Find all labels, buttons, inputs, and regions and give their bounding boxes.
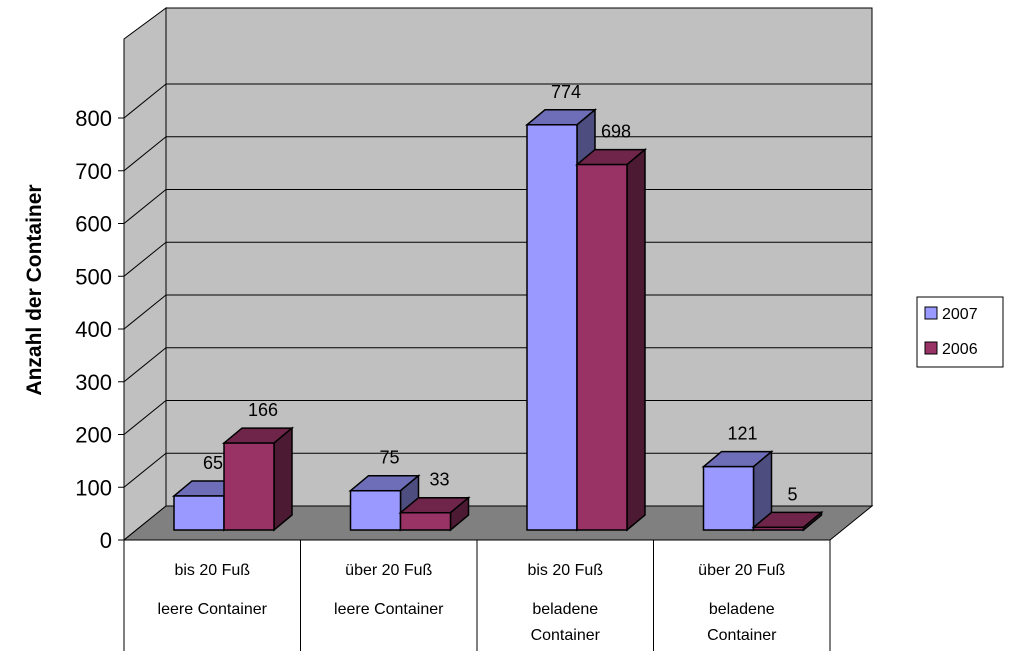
bar-front xyxy=(173,495,225,531)
gridline-side xyxy=(123,83,167,119)
bars xyxy=(171,108,824,532)
x-category-label: über 20 Fuß xyxy=(698,562,785,579)
x-category-label: leere Container xyxy=(334,601,444,618)
data-label: 166 xyxy=(248,400,278,420)
bar-front xyxy=(399,511,452,531)
gridline-side xyxy=(123,136,167,172)
gridline-side xyxy=(123,189,167,224)
y-tick-label: 600 xyxy=(75,212,112,237)
legend: 2007 2006 xyxy=(916,296,1004,368)
x-category-label: leere Container xyxy=(158,601,268,618)
bar-2007-3 xyxy=(701,450,774,532)
x-category-label: über 20 Fuß xyxy=(345,562,432,579)
bar-2006-0 xyxy=(221,426,295,532)
y-axis: 0 100 200 300 400 500 600 700 800 xyxy=(75,106,125,553)
x-axis-table: bis 20 Fuß leere Container über 20 Fuß leer… xyxy=(123,539,831,651)
legend-swatch-2006 xyxy=(924,341,938,355)
gridline-side xyxy=(123,294,167,330)
bar-front xyxy=(349,489,402,531)
bar-front xyxy=(752,526,805,531)
gridline-side xyxy=(123,452,167,488)
y-tick-label: 200 xyxy=(75,423,112,448)
legend-label-2007: 2007 xyxy=(942,306,978,323)
bar-front xyxy=(576,163,628,531)
bar-front xyxy=(223,442,275,531)
y-tick-label: 800 xyxy=(75,106,112,131)
data-label: 33 xyxy=(429,470,449,490)
y-tick-label: 400 xyxy=(75,317,112,342)
x-category-label: beladene xyxy=(532,601,598,618)
data-label: 121 xyxy=(727,424,757,444)
y-tick-label: 500 xyxy=(75,264,112,289)
bar-side xyxy=(273,426,293,532)
x-category-label: bis 20 Fuß xyxy=(527,562,603,579)
bar-front xyxy=(526,124,578,531)
data-label: 75 xyxy=(379,448,399,468)
bar-2006-3 xyxy=(751,510,824,532)
data-label: 5 xyxy=(787,484,797,504)
bar-front xyxy=(702,465,755,531)
y-tick-label: 700 xyxy=(75,159,112,184)
x-category-label: Container xyxy=(531,627,601,644)
data-labels: 65 166 75 33 774 698 121 5 xyxy=(203,82,798,505)
side-wall xyxy=(123,7,167,542)
bar-2007-1 xyxy=(348,474,421,532)
data-label: 65 xyxy=(203,453,223,473)
x-category-label: beladene xyxy=(709,601,775,618)
y-axis-title: Anzahl der Container xyxy=(23,184,46,395)
y-tick-label: 300 xyxy=(75,370,112,395)
y-tick-label: 0 xyxy=(100,528,112,553)
x-category-label: Container xyxy=(707,627,777,644)
data-label: 774 xyxy=(551,82,581,102)
legend-swatch-2007 xyxy=(924,306,938,320)
y-tick-label: 100 xyxy=(75,475,112,500)
legend-label-2006: 2006 xyxy=(942,341,978,358)
bar-side xyxy=(626,147,646,532)
x-category-label: bis 20 Fuß xyxy=(174,562,250,579)
gridline-side xyxy=(123,241,167,277)
gridline-side xyxy=(123,400,167,435)
bar-2006-1 xyxy=(398,496,471,532)
gridline-side xyxy=(123,347,167,383)
data-label: 698 xyxy=(601,122,631,142)
bar-2006-2 xyxy=(574,147,648,532)
